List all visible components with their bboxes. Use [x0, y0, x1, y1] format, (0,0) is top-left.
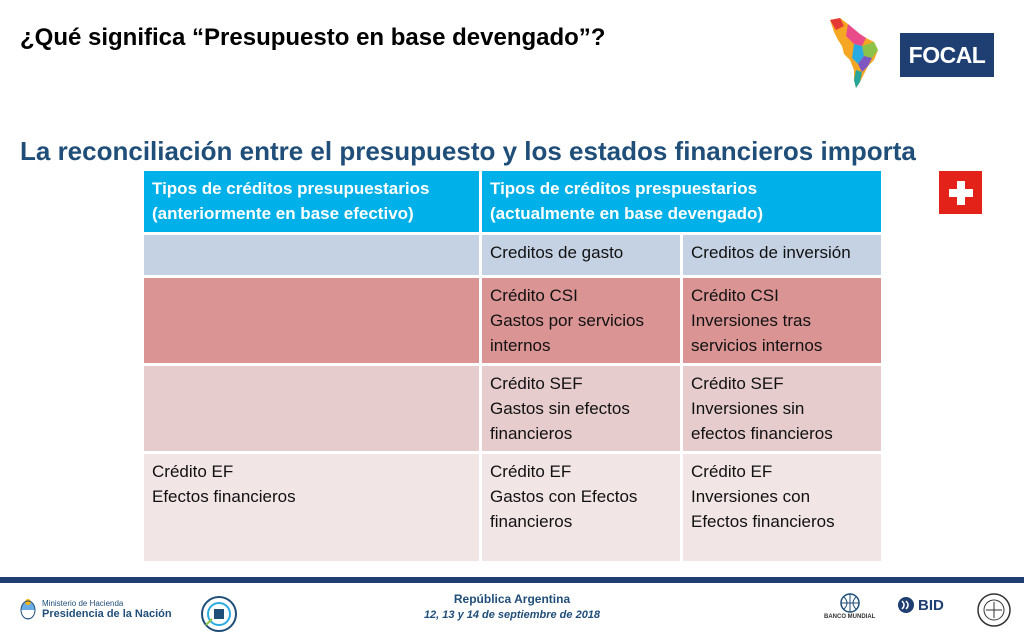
conference-seal-icon — [201, 596, 237, 632]
imf-seal-icon — [977, 593, 1011, 627]
table-cell: Crédito SEF Inversiones sin efectos fina… — [680, 363, 884, 454]
argentina-shield-icon — [20, 599, 36, 620]
table-cell — [141, 275, 482, 366]
table-row: Crédito CSI Gastos por servicios interno… — [141, 275, 884, 366]
footer-divider — [0, 577, 1024, 583]
header-accrual-basis: Tipos de créditos prespuestarios (actual… — [479, 168, 884, 235]
footer-country: República Argentina — [453, 592, 571, 606]
swiss-flag-icon — [939, 171, 982, 214]
subheader-inversion: Creditos de inversión — [680, 232, 884, 278]
slide-title: ¿Qué significa “Presupuesto en base deve… — [20, 24, 606, 51]
table-cell: Crédito SEF Gastos sin efectos financier… — [479, 363, 683, 454]
table-cell: Crédito EF Efectos financieros — [141, 451, 482, 564]
footer-dates: 12, 13 y 14 de septiembre de 2018 — [423, 609, 601, 621]
focal-logo: FOCAL — [900, 33, 994, 77]
table-cell: Crédito EF Inversiones con Efectos finan… — [680, 451, 884, 564]
table-cell: Crédito CSI Gastos por servicios interno… — [479, 275, 683, 366]
table-cell: Crédito EF Gastos con Efectos financiero… — [479, 451, 683, 564]
slide-subtitle: La reconciliación entre el presupuesto y… — [20, 136, 916, 166]
bid-logo: BID — [897, 596, 944, 614]
presidency-name: Presidencia de la Nación — [42, 607, 172, 620]
ministry-logo: Ministerio de Hacienda Presidencia de la… — [20, 598, 172, 620]
reconciliation-table: Tipos de créditos presupuestarios (anter… — [141, 168, 884, 564]
table-subheader-row: Creditos de gasto Creditos de inversión — [141, 232, 884, 278]
table-row: Crédito EF Efectos financieros Crédito E… — [141, 451, 884, 564]
latin-america-map-icon — [830, 18, 878, 88]
table-row: Crédito SEF Gastos sin efectos financier… — [141, 363, 884, 454]
table-header-row: Tipos de créditos presupuestarios (anter… — [141, 168, 884, 235]
subheader-gasto: Creditos de gasto — [479, 232, 683, 278]
table-cell — [141, 363, 482, 454]
world-bank-globe-icon — [839, 593, 860, 613]
world-bank-logo: BANCO MUNDIAL — [824, 593, 875, 620]
table-cell: Crédito CSI Inversiones tras servicios i… — [680, 275, 884, 366]
header-cash-basis: Tipos de créditos presupuestarios (anter… — [141, 168, 482, 235]
ministry-name: Ministerio de Hacienda — [42, 598, 124, 608]
table-cell — [141, 232, 482, 278]
bid-mark-icon — [898, 597, 914, 613]
